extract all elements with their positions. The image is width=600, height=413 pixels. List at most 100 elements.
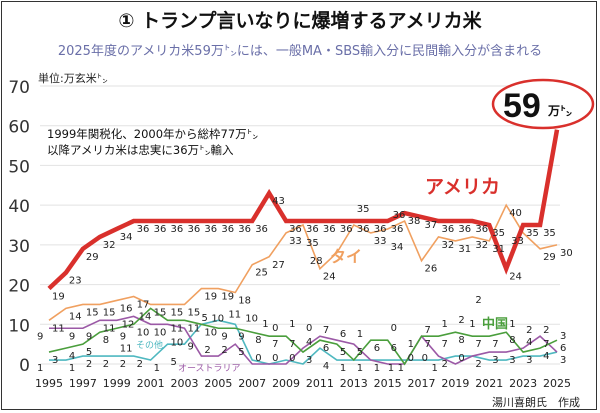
data-label: 35 <box>543 228 556 239</box>
data-label: 9 <box>238 331 244 342</box>
data-label: 9 <box>120 331 126 342</box>
x-tick-label: 2019 <box>441 377 469 390</box>
data-label: 23 <box>69 276 82 287</box>
data-label: 1 <box>262 319 268 330</box>
data-label: 14 <box>69 311 82 322</box>
data-label: 5 <box>238 347 244 358</box>
data-label: 37 <box>425 220 438 231</box>
data-label: 1 <box>289 319 295 330</box>
data-label: 1 <box>374 363 380 374</box>
data-label: 3 <box>509 355 515 366</box>
data-label: 0 <box>289 353 295 364</box>
data-label: 36 <box>137 224 150 235</box>
note-line: 以降アメリカ米は忠実に36万㌧輸入 <box>47 143 234 157</box>
callout-unit: 万㌧ <box>547 104 572 118</box>
data-label: 19 <box>204 292 217 303</box>
data-label: 4 <box>69 351 75 362</box>
data-label: 33 <box>289 236 302 247</box>
data-label: 2 <box>526 325 532 336</box>
data-label: 1 <box>469 319 475 330</box>
data-label: 10 <box>204 327 217 338</box>
y-tick-label: 50 <box>8 157 30 177</box>
chart-subtitle: 2025年度のアメリカ米59万㌧には、一般MA・SBS輸入分に民間輸入分が含まれ… <box>57 44 543 59</box>
x-tick-label: 1999 <box>103 377 131 390</box>
data-label: 10 <box>137 327 150 338</box>
data-label: 8 <box>103 335 109 346</box>
x-tick-label: 2025 <box>543 377 571 390</box>
data-label: 6 <box>374 343 380 354</box>
credit: 湯川喜朗氏 作成 <box>492 396 580 409</box>
x-tick-label: 1995 <box>35 377 63 390</box>
data-label: 36 <box>391 224 404 235</box>
data-label: 15 <box>86 307 99 318</box>
data-label: 8 <box>458 335 464 346</box>
data-label: 19 <box>221 292 234 303</box>
data-label: 24 <box>509 272 522 283</box>
data-label: 27 <box>272 260 285 271</box>
data-label: 36 <box>323 224 336 235</box>
data-label: 5 <box>340 347 346 358</box>
data-label: 10 <box>211 313 224 324</box>
y-tick-label: 20 <box>8 277 30 297</box>
data-label: 2 <box>458 315 464 326</box>
data-label: 36 <box>441 224 454 235</box>
x-tick-label: 2001 <box>137 377 165 390</box>
series-label: オーストラリア <box>178 363 241 374</box>
data-label: 1 <box>69 363 75 374</box>
x-tick-label: 2011 <box>306 377 334 390</box>
data-label: 1 <box>37 363 43 374</box>
data-label: 2 <box>543 325 549 336</box>
data-label: 3 <box>560 331 566 342</box>
data-label: 43 <box>272 196 285 207</box>
data-label: 2 <box>221 345 227 356</box>
data-label: 0 <box>272 353 278 364</box>
data-label: 2 <box>441 359 447 370</box>
series-label: その他 <box>136 339 163 351</box>
x-tick-label: 2017 <box>408 377 436 390</box>
data-label: 36 <box>204 224 217 235</box>
y-tick-label: 60 <box>8 118 30 138</box>
data-label: 6 <box>560 343 566 354</box>
data-label: 38 <box>408 216 421 227</box>
x-tick-label: 2013 <box>340 377 368 390</box>
x-tick-label: 2023 <box>509 377 537 390</box>
note-line: 1999年関税化、2000年から総枠77万㌧ <box>47 127 259 141</box>
x-tick-label: 2005 <box>204 377 232 390</box>
data-label: 7 <box>543 339 549 350</box>
x-tick-label: 2015 <box>374 377 402 390</box>
data-label: 40 <box>509 208 522 219</box>
data-label: 2 <box>120 359 126 370</box>
data-label: 33 <box>511 236 524 247</box>
y-tick-label: 70 <box>8 78 30 98</box>
data-label: 9 <box>86 331 92 342</box>
data-label: 1 <box>388 363 394 374</box>
data-label: 19 <box>52 292 65 303</box>
data-label: 16 <box>120 303 133 314</box>
data-label: 18 <box>238 296 251 307</box>
data-label: 15 <box>187 307 200 318</box>
data-label: 0 <box>422 353 428 364</box>
data-label: 10 <box>171 337 184 348</box>
data-label: 11 <box>52 323 65 334</box>
data-label: 0 <box>391 323 397 334</box>
data-label: 35 <box>492 228 505 239</box>
data-label: 36 <box>154 224 167 235</box>
data-label: 11 <box>103 323 116 334</box>
x-tick-label: 2003 <box>170 377 198 390</box>
data-label: 3 <box>526 355 532 366</box>
y-tick-label: 40 <box>8 197 30 217</box>
series-label: タイ <box>330 247 362 266</box>
data-label: 9 <box>187 341 193 352</box>
data-label: 36 <box>238 224 251 235</box>
data-label: 0 <box>255 353 261 364</box>
data-label: 29 <box>543 252 556 263</box>
data-label: 11 <box>228 309 241 320</box>
data-label: 36 <box>255 224 268 235</box>
data-label: 36 <box>393 210 406 221</box>
data-label: 36 <box>357 224 370 235</box>
data-label: 31 <box>492 244 505 255</box>
data-label: 2 <box>103 359 109 370</box>
data-label: 9 <box>69 331 75 342</box>
data-label: 12 <box>122 319 135 330</box>
y-tick-label: 30 <box>8 237 30 257</box>
